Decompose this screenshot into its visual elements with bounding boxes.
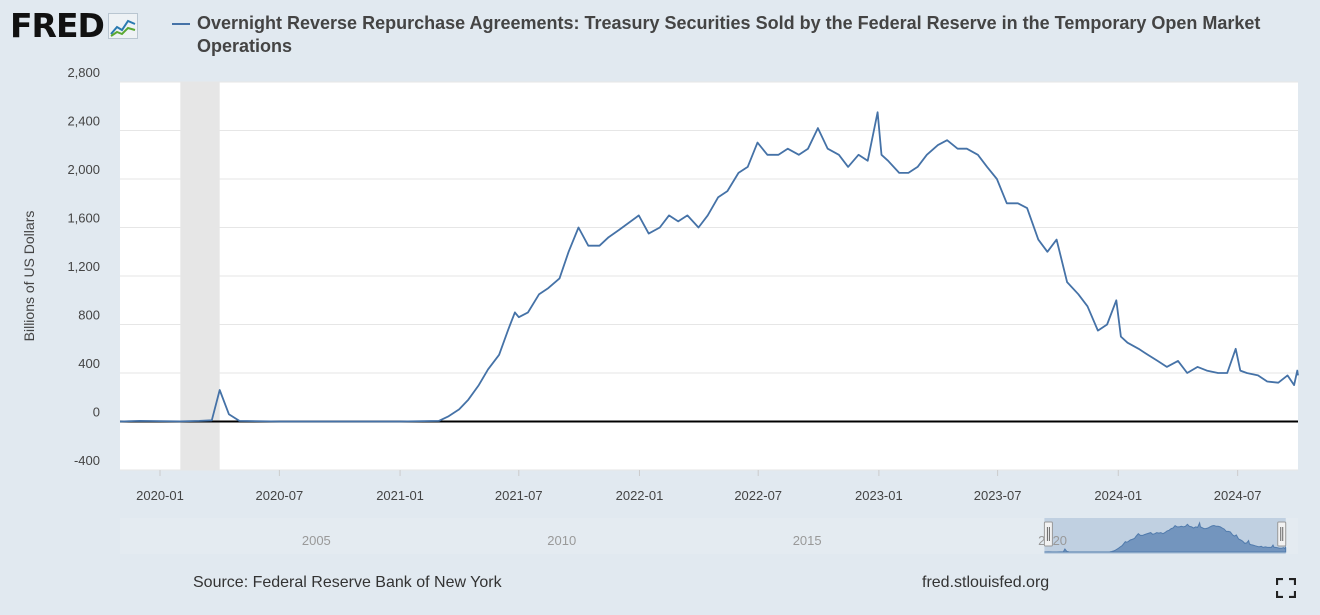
- x-axis: 2020-01 2020-07 2021-01 2021-07 2022-01 2022-…: [136, 470, 1262, 503]
- header: FRED Overnight Reverse Repurchase Agreem…: [0, 0, 1320, 70]
- navigator-area: [1044, 521, 1287, 553]
- y-tick-label: 800: [78, 308, 100, 323]
- x-tick-label: 2022-07: [734, 488, 782, 503]
- y-tick-label: 2,000: [67, 162, 100, 177]
- y-axis-label: Billions of US Dollars: [21, 211, 37, 342]
- x-tick-label: 2022-01: [616, 488, 664, 503]
- x-tick-label: 2023-01: [855, 488, 903, 503]
- y-tick-label: 2,800: [67, 65, 100, 80]
- fred-logo[interactable]: FRED: [10, 6, 138, 45]
- x-tick-label: 2023-07: [974, 488, 1022, 503]
- y-tick-label: 400: [78, 356, 100, 371]
- navigator[interactable]: 2005201020152020: [120, 518, 1298, 554]
- x-tick-label: 2021-07: [495, 488, 543, 503]
- footer-source: Source: Federal Reserve Bank of New York: [193, 574, 502, 591]
- legend-swatch: [172, 23, 190, 25]
- navigator-handle-left[interactable]: [1043, 521, 1053, 547]
- navigator-label: 2010: [547, 533, 576, 548]
- x-tick-label: 2020-07: [256, 488, 304, 503]
- chart-title: Overnight Reverse Repurchase Agreements:…: [197, 13, 1261, 56]
- series-line: [119, 111, 1299, 423]
- navigator-label: 2015: [793, 533, 822, 548]
- chart-title-block: Overnight Reverse Repurchase Agreements:…: [172, 12, 1282, 58]
- navigator-label: 2005: [302, 533, 331, 548]
- x-tick-label: 2020-01: [136, 488, 184, 503]
- x-tick-label: 2024-01: [1094, 488, 1142, 503]
- fred-logo-text: FRED: [10, 6, 105, 45]
- y-tick-label: 2,400: [67, 114, 100, 129]
- x-tick-label: 2021-01: [376, 488, 424, 503]
- y-tick-label: -400: [74, 453, 100, 468]
- y-axis: -400 0 400 800 1,200 1,600 2,000 2,400 2,800: [67, 65, 100, 468]
- expand-icon[interactable]: [1276, 578, 1296, 598]
- navigator-handle-body: [1277, 521, 1287, 547]
- x-tick-label: 2024-07: [1214, 488, 1262, 503]
- y-tick-label: 0: [93, 405, 100, 420]
- navigator-handle-body: [1043, 521, 1053, 547]
- fred-line-chart-icon: [107, 12, 138, 39]
- navigator-handle-right[interactable]: [1277, 521, 1287, 547]
- footer-url[interactable]: fred.stlouisfed.org: [922, 574, 1050, 591]
- y-tick-label: 1,600: [67, 211, 100, 226]
- y-tick-label: 1,200: [67, 259, 100, 274]
